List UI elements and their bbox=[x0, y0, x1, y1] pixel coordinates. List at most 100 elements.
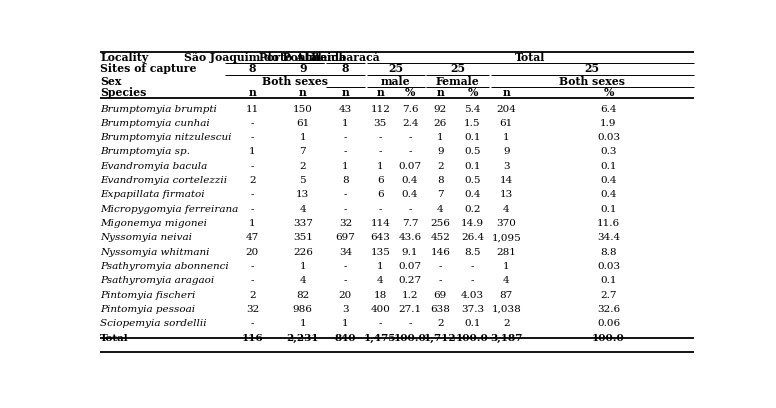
Text: 1: 1 bbox=[503, 133, 510, 142]
Text: 35: 35 bbox=[373, 119, 387, 128]
Text: 2.7: 2.7 bbox=[601, 291, 617, 300]
Text: 1,475: 1,475 bbox=[364, 334, 397, 343]
Text: 32.6: 32.6 bbox=[597, 305, 620, 314]
Text: 638: 638 bbox=[431, 305, 450, 314]
Text: 1: 1 bbox=[342, 119, 348, 128]
Text: 135: 135 bbox=[370, 248, 390, 257]
Text: 82: 82 bbox=[296, 291, 310, 300]
Text: 2: 2 bbox=[249, 176, 256, 185]
Text: -: - bbox=[408, 147, 412, 157]
Text: 8: 8 bbox=[341, 64, 349, 75]
Text: 1: 1 bbox=[300, 262, 306, 271]
Text: 2: 2 bbox=[503, 319, 510, 328]
Text: 8.5: 8.5 bbox=[464, 248, 481, 257]
Text: 0.4: 0.4 bbox=[601, 191, 617, 200]
Text: 13: 13 bbox=[296, 191, 310, 200]
Text: 1: 1 bbox=[377, 162, 383, 171]
Text: -: - bbox=[251, 119, 254, 128]
Text: -: - bbox=[379, 133, 382, 142]
Text: 9: 9 bbox=[503, 147, 510, 157]
Text: -: - bbox=[251, 319, 254, 328]
Text: 1,712: 1,712 bbox=[424, 334, 456, 343]
Text: 370: 370 bbox=[497, 219, 516, 228]
Text: 400: 400 bbox=[370, 305, 390, 314]
Text: 0.2: 0.2 bbox=[464, 205, 481, 214]
Text: 4: 4 bbox=[300, 205, 306, 214]
Text: 7: 7 bbox=[300, 147, 306, 157]
Text: 4: 4 bbox=[437, 205, 444, 214]
Text: -: - bbox=[251, 205, 254, 214]
Text: 226: 226 bbox=[293, 248, 313, 257]
Text: 0.06: 0.06 bbox=[597, 319, 620, 328]
Text: 9: 9 bbox=[437, 147, 444, 157]
Text: 986: 986 bbox=[293, 305, 313, 314]
Text: 452: 452 bbox=[431, 233, 450, 242]
Text: n: n bbox=[502, 87, 510, 98]
Text: 2,231: 2,231 bbox=[286, 334, 319, 343]
Text: 337: 337 bbox=[293, 219, 313, 228]
Text: -: - bbox=[438, 276, 442, 285]
Text: 25: 25 bbox=[584, 64, 600, 75]
Text: 69: 69 bbox=[434, 291, 447, 300]
Text: n: n bbox=[376, 87, 384, 98]
Text: Species: Species bbox=[100, 87, 147, 98]
Text: 0.07: 0.07 bbox=[399, 162, 421, 171]
Text: Nyssomyia neivai: Nyssomyia neivai bbox=[100, 233, 192, 242]
Text: 26.4: 26.4 bbox=[461, 233, 484, 242]
Text: 25: 25 bbox=[388, 64, 404, 75]
Text: 114: 114 bbox=[370, 219, 390, 228]
Text: 0.1: 0.1 bbox=[464, 319, 481, 328]
Text: -: - bbox=[408, 205, 412, 214]
Text: 34.4: 34.4 bbox=[597, 233, 620, 242]
Text: 2: 2 bbox=[437, 319, 444, 328]
Text: 61: 61 bbox=[500, 119, 513, 128]
Text: 1: 1 bbox=[377, 262, 383, 271]
Text: 4: 4 bbox=[503, 276, 510, 285]
Text: 0.1: 0.1 bbox=[464, 133, 481, 142]
Text: 2.4: 2.4 bbox=[402, 119, 418, 128]
Text: 0.07: 0.07 bbox=[399, 262, 421, 271]
Text: 256: 256 bbox=[431, 219, 450, 228]
Text: 100.0: 100.0 bbox=[592, 334, 625, 343]
Text: 0.5: 0.5 bbox=[464, 147, 481, 157]
Text: 3: 3 bbox=[503, 162, 510, 171]
Text: 7: 7 bbox=[437, 191, 444, 200]
Text: 3: 3 bbox=[342, 305, 348, 314]
Text: 47: 47 bbox=[246, 233, 259, 242]
Text: 13: 13 bbox=[500, 191, 513, 200]
Text: 2: 2 bbox=[249, 291, 256, 300]
Text: 1.2: 1.2 bbox=[402, 291, 418, 300]
Text: 0.5: 0.5 bbox=[464, 176, 481, 185]
Text: Pintomyia pessoai: Pintomyia pessoai bbox=[100, 305, 196, 314]
Text: -: - bbox=[471, 262, 474, 271]
Text: 0.1: 0.1 bbox=[601, 205, 617, 214]
Text: 26: 26 bbox=[434, 119, 447, 128]
Text: 0.4: 0.4 bbox=[601, 176, 617, 185]
Text: 0.4: 0.4 bbox=[402, 191, 418, 200]
Text: 27.1: 27.1 bbox=[399, 305, 421, 314]
Text: 37.3: 37.3 bbox=[461, 305, 484, 314]
Text: 14: 14 bbox=[500, 176, 513, 185]
Text: 643: 643 bbox=[370, 233, 390, 242]
Text: Itambaracá: Itambaracá bbox=[310, 52, 380, 63]
Text: 7.7: 7.7 bbox=[402, 219, 418, 228]
Text: -: - bbox=[251, 191, 254, 200]
Text: male: male bbox=[381, 76, 411, 87]
Text: 0.27: 0.27 bbox=[399, 276, 421, 285]
Text: 8: 8 bbox=[437, 176, 444, 185]
Text: 43.6: 43.6 bbox=[399, 233, 421, 242]
Text: 2: 2 bbox=[300, 162, 306, 171]
Text: 6: 6 bbox=[377, 191, 383, 200]
Text: 5: 5 bbox=[300, 176, 306, 185]
Text: 20: 20 bbox=[246, 248, 259, 257]
Text: -: - bbox=[251, 133, 254, 142]
Text: n: n bbox=[299, 87, 307, 98]
Text: 351: 351 bbox=[293, 233, 313, 242]
Text: -: - bbox=[379, 319, 382, 328]
Text: 2: 2 bbox=[437, 162, 444, 171]
Text: 1.5: 1.5 bbox=[464, 119, 481, 128]
Text: 32: 32 bbox=[246, 305, 259, 314]
Text: 6.4: 6.4 bbox=[601, 104, 617, 113]
Text: Evandromyia bacula: Evandromyia bacula bbox=[100, 162, 207, 171]
Text: 1,095: 1,095 bbox=[491, 233, 521, 242]
